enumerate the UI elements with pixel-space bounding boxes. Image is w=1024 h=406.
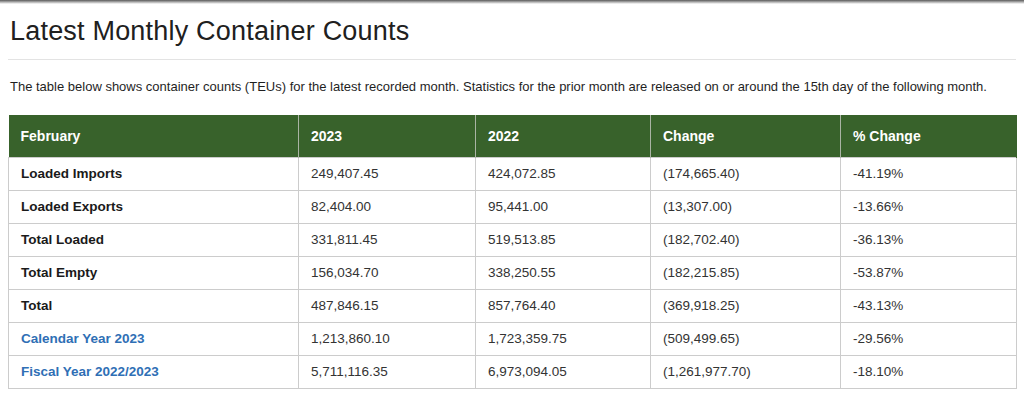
cell-2022: 857,764.40 (476, 289, 651, 322)
cell-pct-change: -41.19% (841, 157, 1017, 190)
cell-change: (509,499.65) (651, 322, 841, 355)
row-label-cell: Calendar Year 2023 (9, 322, 299, 355)
cell-2023: 156,034.70 (299, 256, 476, 289)
table-header: February 2023 2022 Change % Change (9, 115, 1017, 157)
cell-2023: 331,811.45 (299, 223, 476, 256)
column-header-2023: 2023 (299, 115, 476, 157)
cell-change: (174,665.40) (651, 157, 841, 190)
cell-pct-change: -29.56% (841, 322, 1017, 355)
cell-2022: 95,441.00 (476, 190, 651, 223)
table-row: Loaded Imports 249,407.45 424,072.85 (17… (9, 157, 1017, 190)
page-description: The table below shows container counts (… (10, 79, 1014, 94)
cell-2022: 1,723,359.75 (476, 322, 651, 355)
cell-2022: 6,973,094.05 (476, 355, 651, 388)
cell-2023: 1,213,860.10 (299, 322, 476, 355)
cell-2023: 249,407.45 (299, 157, 476, 190)
column-header-change: Change (651, 115, 841, 157)
cell-change: (182,702.40) (651, 223, 841, 256)
cell-2022: 519,513.85 (476, 223, 651, 256)
cell-change: (369,918.25) (651, 289, 841, 322)
title-divider (8, 59, 1016, 60)
container-counts-page: Latest Monthly Container Counts The tabl… (0, 16, 1024, 389)
page-title: Latest Monthly Container Counts (10, 16, 1014, 47)
cell-change: (182,215.85) (651, 256, 841, 289)
column-header-month: February (9, 115, 299, 157)
table-row: Total 487,846.15 857,764.40 (369,918.25)… (9, 289, 1017, 322)
row-label-cell: Loaded Exports (9, 190, 299, 223)
page-top-shadow (0, 0, 1024, 4)
row-label-link[interactable]: Fiscal Year 2022/2023 (21, 364, 159, 379)
row-label-cell: Fiscal Year 2022/2023 (9, 355, 299, 388)
row-label-link[interactable]: Calendar Year 2023 (21, 331, 145, 346)
cell-pct-change: -43.13% (841, 289, 1017, 322)
table-row: Loaded Exports 82,404.00 95,441.00 (13,3… (9, 190, 1017, 223)
row-label-cell: Total (9, 289, 299, 322)
column-header-2022: 2022 (476, 115, 651, 157)
cell-pct-change: -13.66% (841, 190, 1017, 223)
table-row: Fiscal Year 2022/2023 5,711,116.35 6,973… (9, 355, 1017, 388)
cell-change: (13,307.00) (651, 190, 841, 223)
cell-2023: 5,711,116.35 (299, 355, 476, 388)
table-row: Calendar Year 2023 1,213,860.10 1,723,35… (9, 322, 1017, 355)
cell-2023: 82,404.00 (299, 190, 476, 223)
table-row: Total Empty 156,034.70 338,250.55 (182,2… (9, 256, 1017, 289)
table-header-row: February 2023 2022 Change % Change (9, 115, 1017, 157)
row-label-cell: Total Empty (9, 256, 299, 289)
cell-pct-change: -36.13% (841, 223, 1017, 256)
cell-pct-change: -53.87% (841, 256, 1017, 289)
table-body: Loaded Imports 249,407.45 424,072.85 (17… (9, 157, 1017, 388)
column-header-pct-change: % Change (841, 115, 1017, 157)
cell-2022: 338,250.55 (476, 256, 651, 289)
cell-change: (1,261,977.70) (651, 355, 841, 388)
row-label-cell: Loaded Imports (9, 157, 299, 190)
cell-pct-change: -18.10% (841, 355, 1017, 388)
cell-2023: 487,846.15 (299, 289, 476, 322)
table-row: Total Loaded 331,811.45 519,513.85 (182,… (9, 223, 1017, 256)
row-label-cell: Total Loaded (9, 223, 299, 256)
container-counts-table: February 2023 2022 Change % Change Loade… (8, 115, 1017, 389)
cell-2022: 424,072.85 (476, 157, 651, 190)
